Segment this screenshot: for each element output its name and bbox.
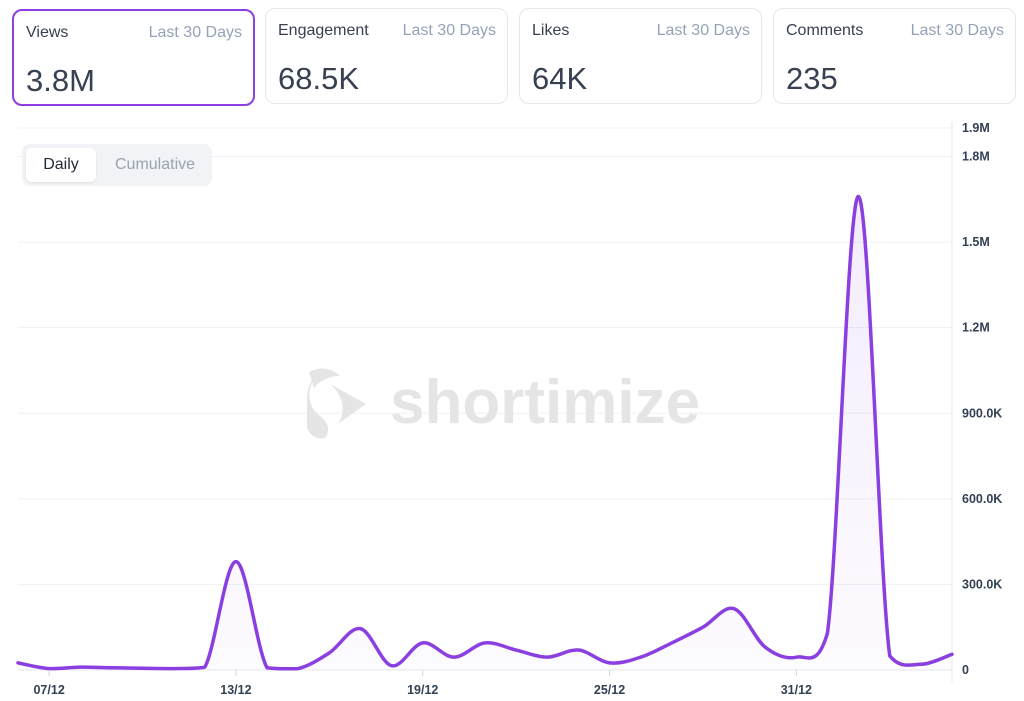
stat-card-period: Last 30 Days — [402, 22, 496, 39]
data-point — [421, 641, 424, 644]
stat-card-label: Engagement — [278, 22, 369, 39]
stat-card-value: 235 — [786, 61, 838, 96]
data-point — [795, 656, 798, 659]
data-point — [701, 626, 704, 629]
watermark: shortimize — [307, 368, 700, 439]
stat-card-period: Last 30 Days — [656, 22, 750, 39]
data-point — [764, 646, 767, 649]
x-tick-label: 31/12 — [781, 683, 812, 697]
series-line — [16, 194, 954, 671]
data-point — [172, 667, 175, 670]
y-tick-label: 0 — [962, 663, 969, 677]
view-mode-toggle: Daily Cumulative — [22, 144, 212, 186]
y-tick-label: 300.0K — [962, 577, 1002, 591]
toggle-cumulative[interactable]: Cumulative — [114, 156, 196, 173]
toggle-daily[interactable]: Daily — [26, 148, 96, 182]
x-tick-label: 13/12 — [220, 683, 251, 697]
data-point — [79, 666, 82, 669]
stat-card-label: Views — [26, 24, 69, 41]
stat-card-period: Last 30 Days — [148, 24, 242, 41]
x-tick-label: 07/12 — [33, 683, 64, 697]
data-point — [48, 667, 51, 670]
data-point — [546, 656, 549, 659]
shortimize-logo-icon — [307, 368, 366, 439]
data-point — [951, 653, 954, 656]
data-point — [390, 664, 393, 667]
y-tick-label: 1.8M — [962, 150, 990, 164]
stat-card-value: 64K — [532, 61, 588, 96]
stat-card-views[interactable]: Views Last 30 Days 3.8M — [12, 9, 255, 106]
data-point — [515, 649, 518, 652]
data-point — [608, 661, 611, 664]
x-axis: 07/12 13/12 19/12 25/12 31/12 — [33, 670, 812, 697]
data-point — [266, 666, 269, 669]
stat-card-label: Comments — [786, 22, 864, 39]
data-point — [826, 631, 829, 634]
y-tick-label: 1.5M — [962, 235, 990, 249]
chart-grid — [18, 122, 953, 682]
stat-card-value: 68.5K — [278, 61, 360, 96]
data-point — [110, 666, 113, 669]
series-area — [18, 196, 952, 670]
chart-series — [16, 194, 954, 671]
stat-card-label: Likes — [532, 22, 570, 39]
y-tick-label: 1.2M — [962, 321, 990, 335]
y-tick-label: 600.0K — [962, 492, 1002, 506]
data-point — [639, 656, 642, 659]
data-point — [857, 195, 860, 198]
data-point — [141, 667, 144, 670]
stat-card-value: 3.8M — [26, 63, 95, 98]
data-point — [733, 607, 736, 610]
x-tick-label: 25/12 — [594, 683, 625, 697]
data-point — [577, 649, 580, 652]
data-point — [234, 560, 237, 563]
data-point — [452, 656, 455, 659]
data-point — [359, 627, 362, 630]
data-point — [484, 641, 487, 644]
watermark-text: shortimize — [390, 368, 700, 437]
data-point — [203, 666, 206, 669]
data-point — [17, 661, 20, 664]
data-point — [888, 654, 891, 657]
stat-card-likes[interactable]: Likes Last 30 Days 64K — [519, 8, 762, 104]
data-point — [297, 667, 300, 670]
data-point — [919, 663, 922, 666]
y-tick-label: 900.0K — [962, 406, 1002, 420]
y-tick-label: 1.9M — [962, 121, 990, 135]
data-point — [328, 651, 331, 654]
stat-card-engagement[interactable]: Engagement Last 30 Days 68.5K — [265, 8, 508, 104]
y-axis: 0 300.0K 600.0K 900.0K 1.2M 1.5M 1.8M 1.9M — [962, 121, 1002, 677]
stat-card-period: Last 30 Days — [910, 22, 1004, 39]
stat-card-comments[interactable]: Comments Last 30 Days 235 — [773, 8, 1016, 104]
data-point — [670, 641, 673, 644]
x-tick-label: 19/12 — [407, 683, 438, 697]
